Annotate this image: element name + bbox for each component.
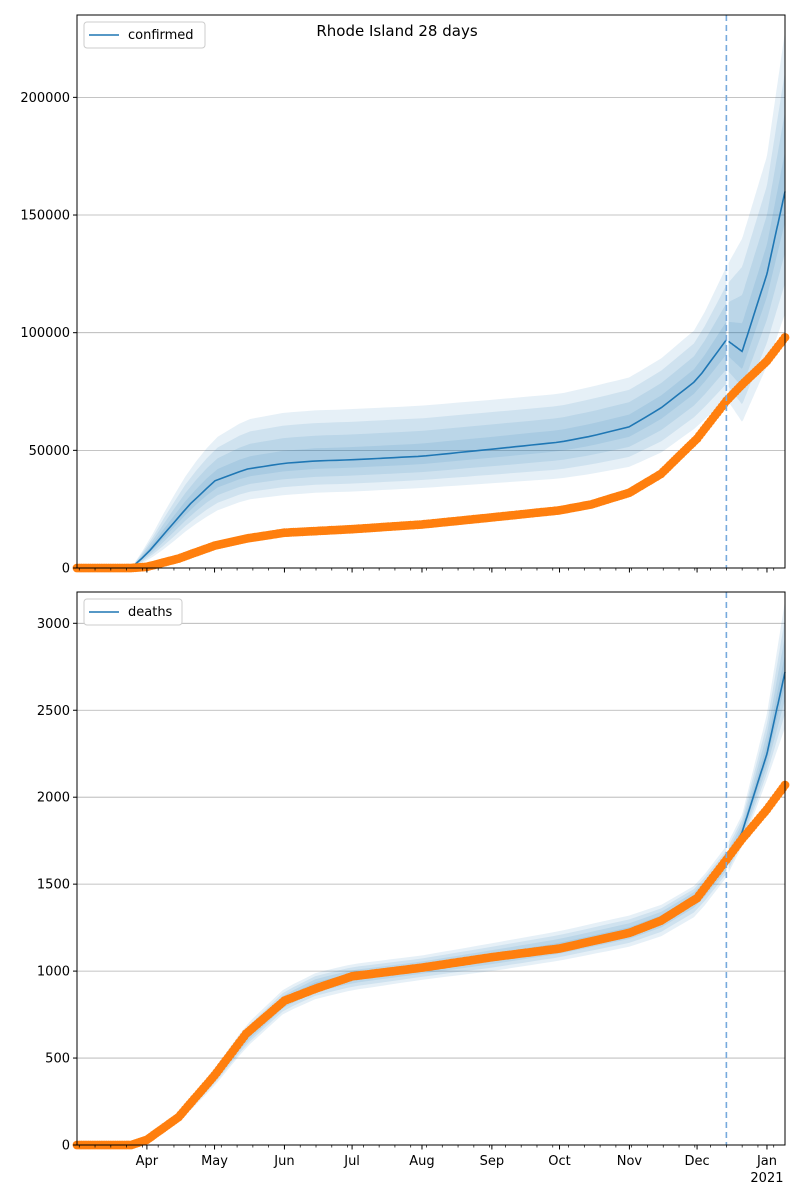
confirmed-legend: confirmed xyxy=(83,21,206,49)
y-tick-label: 200000 xyxy=(20,91,70,106)
confirmed-panel: 0 50000 100000 150000 200000 confirmed xyxy=(20,14,790,577)
uncertainty-band xyxy=(77,285,727,568)
median-line-segment xyxy=(728,191,786,353)
confirmed-observed-points xyxy=(72,333,790,573)
confirmed-median-line xyxy=(77,191,786,569)
deaths-x-axis: Apr May Jun Jul Aug Sep Oct Nov Dec Jan 2021 xyxy=(78,1145,784,1186)
y-tick-label: 0 xyxy=(62,1139,70,1154)
x-tick-label: Jun xyxy=(273,1154,294,1169)
confirmed-x-axis xyxy=(78,568,775,573)
deaths-observed-points xyxy=(72,780,790,1150)
y-tick-label: 100000 xyxy=(20,326,70,341)
confirmed-y-axis: 0 50000 100000 150000 200000 xyxy=(20,91,77,577)
confirmed-legend-label: confirmed xyxy=(128,28,194,43)
uncertainty-band xyxy=(728,111,785,387)
uncertainty-band xyxy=(728,71,785,404)
x-tick-label: Aug xyxy=(409,1154,434,1169)
x-tick-label: Nov xyxy=(617,1154,643,1169)
uncertainty-band xyxy=(77,266,727,568)
confirmed-legend-box xyxy=(83,21,206,49)
deaths-panel: 0 500 1000 1500 2000 2500 3000 Apr May Jun Jul Aug… xyxy=(37,591,790,1186)
deaths-legend-label: deaths xyxy=(128,605,173,620)
x-tick-label: Apr xyxy=(136,1154,159,1169)
deaths-axes-frame xyxy=(76,591,786,1146)
y-tick-label: 1000 xyxy=(37,965,70,980)
y-tick-label: 50000 xyxy=(29,444,70,459)
deaths-legend: deaths xyxy=(83,598,183,626)
confirmed-axes-frame xyxy=(76,14,786,569)
uncertainty-band xyxy=(77,303,727,568)
uncertainty-band xyxy=(728,151,785,369)
x-tick-label: Oct xyxy=(548,1154,570,1169)
chart-title: Rhode Island 28 days xyxy=(316,22,477,40)
x-tick-label: Sep xyxy=(480,1154,505,1169)
uncertainty-band xyxy=(77,321,727,568)
deaths-grid xyxy=(77,622,785,1059)
x-tick-label: Dec xyxy=(684,1154,709,1169)
x-year-label: 2021 xyxy=(750,1171,783,1186)
y-tick-label: 2000 xyxy=(37,791,70,806)
confirmed-uncertainty-bands xyxy=(77,31,785,568)
y-tick-label: 1500 xyxy=(37,878,70,893)
y-tick-label: 500 xyxy=(45,1052,70,1067)
y-tick-label: 150000 xyxy=(20,209,70,224)
x-tick-label: Jan xyxy=(756,1154,777,1169)
confirmed-grid xyxy=(77,96,785,451)
deaths-legend-box xyxy=(83,598,183,626)
x-tick-label: Jul xyxy=(343,1154,360,1169)
y-tick-label: 0 xyxy=(62,562,70,577)
x-tick-label: May xyxy=(201,1154,228,1169)
y-tick-label: 3000 xyxy=(37,617,70,632)
uncertainty-band xyxy=(728,31,785,422)
y-tick-label: 2500 xyxy=(37,704,70,719)
median-line-segment xyxy=(77,339,728,569)
deaths-y-axis: 0 500 1000 1500 2000 2500 3000 xyxy=(37,617,77,1154)
